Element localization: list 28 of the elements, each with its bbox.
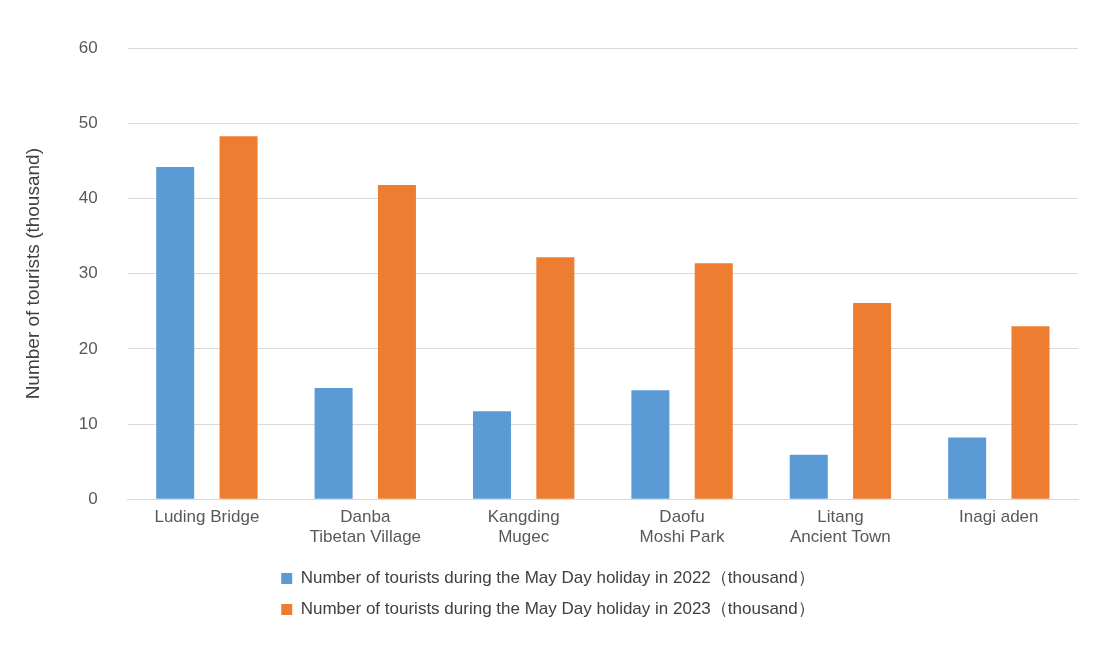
y-axis-title: Number of tourists (thousand) — [21, 148, 43, 400]
bar — [853, 303, 892, 499]
y-tick-label: 0 — [88, 488, 98, 508]
y-tick-label: 30 — [78, 263, 98, 283]
bar — [631, 390, 670, 499]
legend-label: Number of tourists during the May Day holiday in 2023（thousand） — [300, 599, 815, 619]
bar — [377, 185, 416, 499]
bar — [219, 136, 258, 499]
y-tick-label: 40 — [78, 188, 98, 208]
bar — [1011, 326, 1050, 499]
bar — [472, 411, 511, 499]
x-tick-label: Danba Tibetan Village — [309, 507, 422, 547]
bar — [789, 454, 828, 499]
x-tick-label: Daofu Moshi Park — [639, 507, 726, 547]
x-tick-label: Luding Bridge — [154, 507, 260, 527]
bar — [156, 166, 195, 499]
x-tick-label: Kangding Mugec — [487, 507, 560, 547]
y-tick-label: 60 — [78, 37, 98, 57]
bar — [948, 437, 987, 499]
y-tick-label: 20 — [78, 338, 98, 358]
y-tick-label: 10 — [78, 413, 98, 433]
bar — [536, 257, 575, 499]
x-tick-label: Inagi aden — [959, 507, 1039, 527]
bar — [694, 263, 733, 499]
bar — [314, 387, 353, 499]
legend-label: Number of tourists during the May Day holiday in 2022（thousand） — [300, 568, 815, 588]
x-tick-label: Litang Ancient Town — [790, 507, 891, 547]
y-tick-label: 50 — [78, 113, 98, 133]
